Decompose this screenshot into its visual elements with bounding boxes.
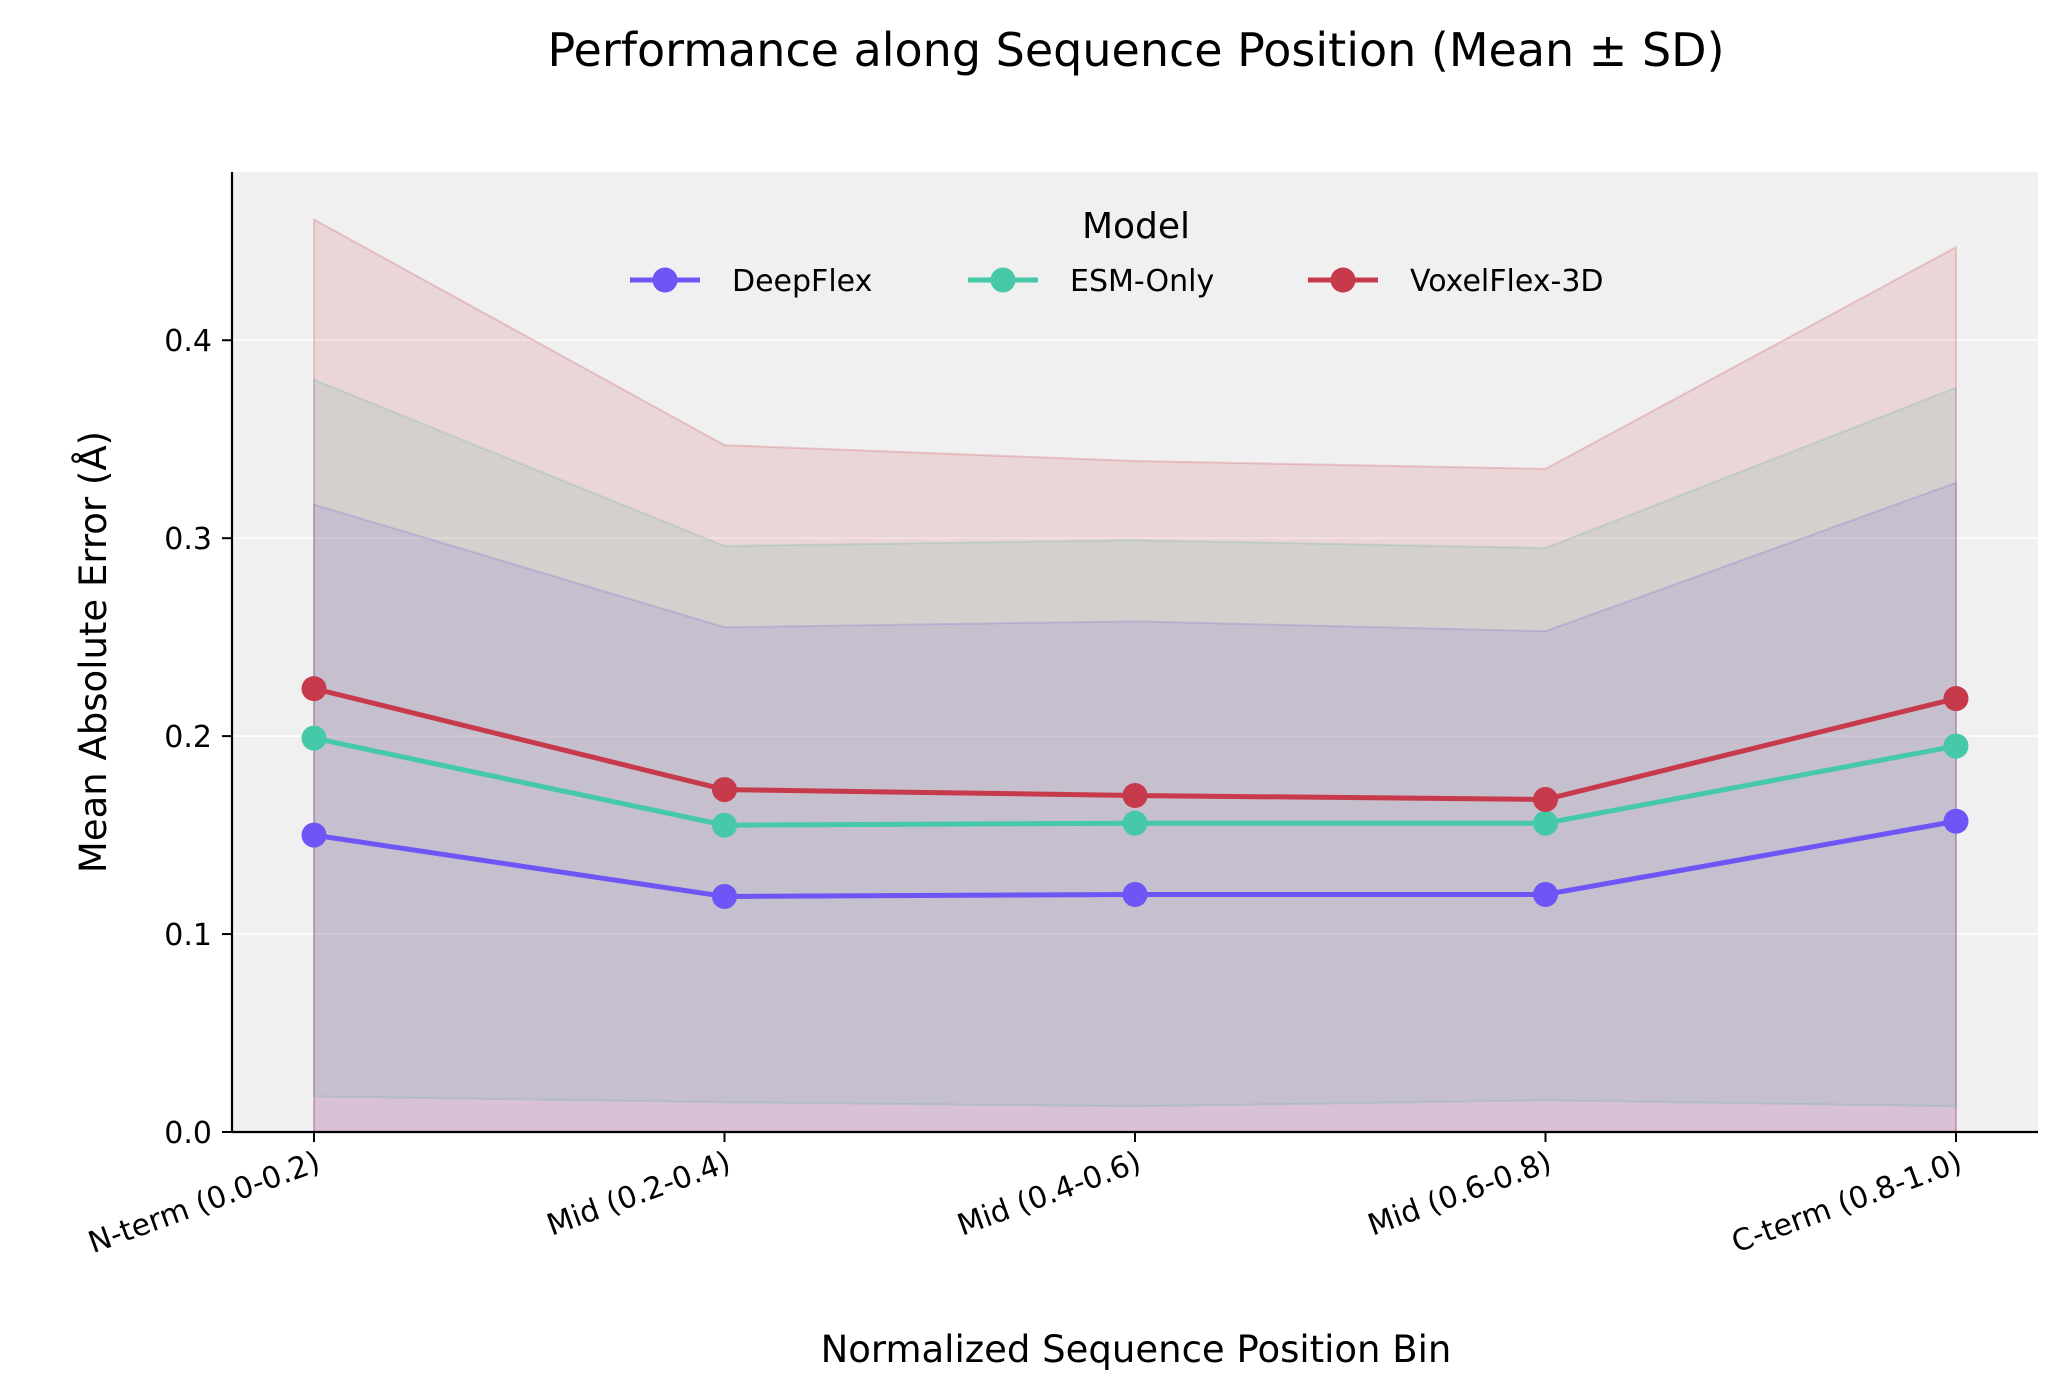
- data-point: [1122, 783, 1148, 809]
- legend-label: DeepFlex: [732, 264, 872, 299]
- data-point: [1122, 881, 1148, 907]
- data-point: [1943, 733, 1969, 759]
- y-tick-label: 0.1: [164, 918, 212, 953]
- y-tick-label: 0.0: [164, 1116, 212, 1151]
- legend-title: Model: [1082, 206, 1190, 247]
- series-2: [301, 725, 1969, 838]
- x-axis-label: Normalized Sequence Position Bin: [821, 1328, 1452, 1371]
- grid-lines: [232, 339, 2038, 935]
- legend-item-3: VoxelFlex-3D: [1308, 264, 1604, 299]
- y-tick-label: 0.2: [164, 720, 212, 755]
- data-point: [1943, 808, 1969, 834]
- series-lines: [301, 676, 1969, 909]
- data-point: [301, 725, 327, 751]
- y-axis-ticks: 0.0 0.1 0.2 0.3 0.4: [164, 324, 232, 1151]
- data-point: [1943, 686, 1969, 712]
- series-3: [301, 676, 1969, 812]
- legend-label: VoxelFlex-3D: [1410, 264, 1604, 299]
- y-tick-label: 0.4: [164, 324, 212, 359]
- x-tick-label: N-term (0.0-0.2): [84, 1145, 325, 1261]
- data-point: [712, 883, 737, 909]
- data-point: [301, 822, 327, 848]
- x-axis-ticks: N-term (0.0-0.2) Mid (0.2-0.4) Mid (0.4-0.…: [84, 1132, 1967, 1261]
- data-point: [1533, 881, 1558, 907]
- x-tick-label: Mid (0.4-0.6): [953, 1145, 1146, 1244]
- plot-background: [232, 172, 2038, 1132]
- legend-marker: [652, 267, 678, 293]
- sd-band-2: [313, 378, 1957, 1108]
- x-tick-label: Mid (0.6-0.8): [1363, 1145, 1556, 1244]
- legend-marker: [990, 267, 1016, 293]
- x-tick-label: Mid (0.2-0.4): [542, 1145, 735, 1244]
- data-point: [1533, 786, 1558, 812]
- data-point: [301, 676, 327, 702]
- data-point: [1122, 810, 1148, 836]
- legend: Model DeepFlex ESM-Only VoxelFlex-3D: [630, 206, 1604, 299]
- legend-marker: [1330, 267, 1356, 293]
- data-point: [712, 777, 737, 803]
- data-point: [1533, 810, 1558, 836]
- y-axis-label: Mean Absolute Error (Å): [71, 431, 115, 873]
- data-point: [712, 812, 737, 838]
- x-tick-label: C-term (0.8-1.0): [1727, 1145, 1967, 1261]
- chart-title: Performance along Sequence Position (Mea…: [547, 23, 1724, 77]
- legend-item-1: DeepFlex: [630, 264, 872, 299]
- legend-item-2: ESM-Only: [968, 264, 1214, 299]
- legend-label: ESM-Only: [1070, 264, 1214, 299]
- y-tick-label: 0.3: [164, 522, 212, 557]
- series-1: [301, 808, 1969, 909]
